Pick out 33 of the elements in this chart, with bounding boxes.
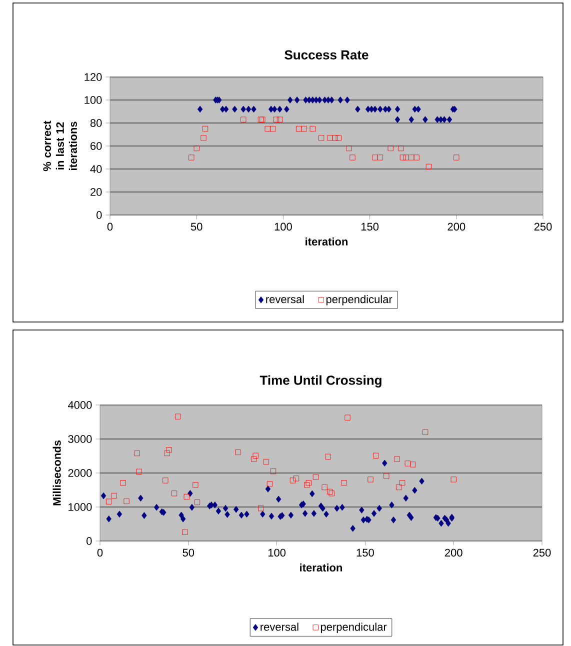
x-tick-label: 0 — [107, 222, 113, 231]
y-tick-label: 80 — [90, 119, 102, 127]
x-tick-label: 50 — [190, 222, 202, 231]
x-tick-label: 50 — [182, 548, 194, 557]
y-tick-label: 2000 — [68, 469, 92, 477]
x-tick-label: 150 — [356, 548, 374, 557]
chart-title: Time Until Crossing — [260, 375, 382, 388]
x-tick-label: 250 — [534, 222, 552, 231]
legend-label: perpendicular — [326, 295, 392, 306]
y-tick-label: 1000 — [68, 503, 92, 511]
legend-label: reversal — [260, 622, 298, 631]
x-axis-title: iteration — [300, 563, 342, 572]
x-tick-label: 250 — [533, 548, 551, 557]
y-tick-label: 3000 — [68, 435, 92, 443]
legend-label: reversal — [266, 295, 304, 304]
x-axis-title: iteration — [306, 237, 348, 246]
y-tick-label: 60 — [90, 142, 102, 150]
y-tick-label: 120 — [84, 73, 102, 81]
x-tick-label: 100 — [274, 222, 292, 231]
y-axis-title: Milliseconds — [52, 440, 61, 506]
x-tick-label: 200 — [448, 222, 466, 231]
y-axis-title: % correct in last 12 iterations — [43, 120, 77, 172]
y-tick-label: 0 — [96, 211, 102, 219]
x-tick-label: 150 — [361, 222, 379, 231]
y-tick-label: 0 — [86, 537, 92, 545]
x-tick-label: 200 — [444, 548, 462, 557]
y-tick-label: 4000 — [68, 401, 92, 409]
legend-label: perpendicular — [320, 622, 387, 633]
chart-title: Success Rate — [284, 50, 368, 60]
y-tick-label: 40 — [90, 165, 102, 173]
y-tick-label: 20 — [90, 188, 102, 196]
x-tick-label: 100 — [268, 548, 286, 557]
y-tick-label: 100 — [84, 96, 102, 104]
